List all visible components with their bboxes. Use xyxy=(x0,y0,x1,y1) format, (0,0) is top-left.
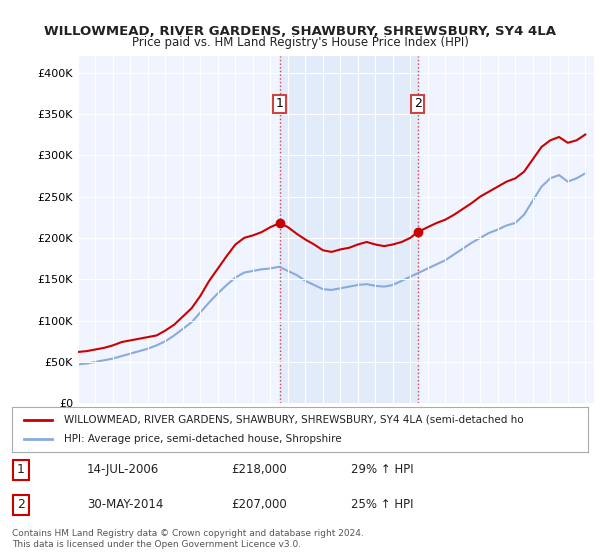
Text: Contains HM Land Registry data © Crown copyright and database right 2024.
This d: Contains HM Land Registry data © Crown c… xyxy=(12,529,364,549)
Text: 2: 2 xyxy=(17,498,25,511)
Text: 14-JUL-2006: 14-JUL-2006 xyxy=(87,464,159,477)
Text: 2: 2 xyxy=(414,97,422,110)
Bar xyxy=(280,56,418,403)
Text: HPI: Average price, semi-detached house, Shropshire: HPI: Average price, semi-detached house,… xyxy=(64,435,341,445)
Text: Price paid vs. HM Land Registry's House Price Index (HPI): Price paid vs. HM Land Registry's House … xyxy=(131,36,469,49)
Text: £207,000: £207,000 xyxy=(231,498,287,511)
Text: 29% ↑ HPI: 29% ↑ HPI xyxy=(351,464,413,477)
Text: 25% ↑ HPI: 25% ↑ HPI xyxy=(351,498,413,511)
Text: 1: 1 xyxy=(17,464,25,477)
Text: WILLOWMEAD, RIVER GARDENS, SHAWBURY, SHREWSBURY, SY4 4LA: WILLOWMEAD, RIVER GARDENS, SHAWBURY, SHR… xyxy=(44,25,556,38)
Text: £218,000: £218,000 xyxy=(231,464,287,477)
Text: 1: 1 xyxy=(276,97,284,110)
Text: WILLOWMEAD, RIVER GARDENS, SHAWBURY, SHREWSBURY, SY4 4LA (semi-detached ho: WILLOWMEAD, RIVER GARDENS, SHAWBURY, SHR… xyxy=(64,414,523,424)
Text: 30-MAY-2014: 30-MAY-2014 xyxy=(87,498,163,511)
